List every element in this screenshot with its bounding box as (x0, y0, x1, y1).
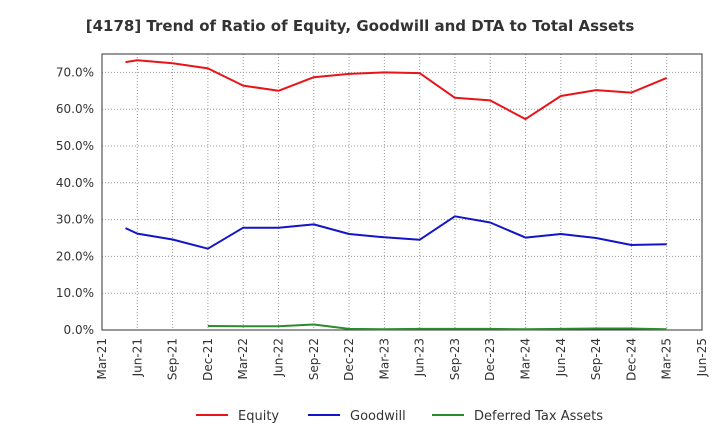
x-tick-label: Dec-23 (483, 338, 497, 381)
legend-label: Goodwill (350, 409, 406, 424)
y-tick-label: 20.0% (56, 249, 94, 263)
x-tick-label: Dec-21 (201, 338, 215, 381)
x-tick-label: Sep-22 (307, 338, 321, 380)
y-tick-label: 10.0% (56, 286, 94, 300)
x-tick-label: Jun-23 (413, 338, 427, 377)
x-tick-label: Jun-21 (130, 338, 144, 377)
x-tick-label: Sep-21 (166, 338, 180, 380)
series-line-deferred-tax-assets (207, 323, 667, 331)
x-tick-label: Mar-25 (660, 338, 674, 379)
y-tick-label: 50.0% (56, 139, 94, 153)
x-tick-label: Mar-24 (519, 338, 533, 379)
plot-area: 0.0% 10.0% 20.0% 30.0% 40.0% 50.0% 60.0% 70.0% M… (56, 53, 709, 381)
x-tick-label: Mar-23 (377, 338, 391, 379)
x-tick-label: Dec-22 (342, 338, 356, 381)
legend: Equity Goodwill Deferred Tax Assets (196, 409, 603, 424)
x-tick-label: Sep-24 (589, 338, 603, 380)
y-tick-label: 70.0% (56, 65, 94, 79)
y-tick-label: 60.0% (56, 102, 94, 116)
legend-label: Deferred Tax Assets (474, 409, 603, 424)
x-tick-label: Dec-24 (624, 338, 638, 381)
plot-frame (101, 53, 703, 331)
x-tick-label: Mar-21 (95, 338, 109, 379)
x-tick-label: Sep-23 (448, 338, 462, 380)
y-tick-label: 30.0% (56, 213, 94, 227)
chart-title: [4178] Trend of Ratio of Equity, Goodwil… (86, 17, 635, 35)
legend-label: Equity (238, 409, 279, 424)
y-tick-label: 40.0% (56, 176, 94, 190)
x-tick-label: Jun-24 (554, 338, 568, 377)
series-line-goodwill (125, 215, 667, 250)
series-line-equity (125, 59, 668, 121)
x-tick-label: Mar-22 (236, 338, 250, 379)
y-tick-label: 0.0% (64, 323, 95, 337)
x-tick-label: Jun-25 (695, 338, 709, 377)
x-tick-label: Jun-22 (271, 338, 285, 377)
